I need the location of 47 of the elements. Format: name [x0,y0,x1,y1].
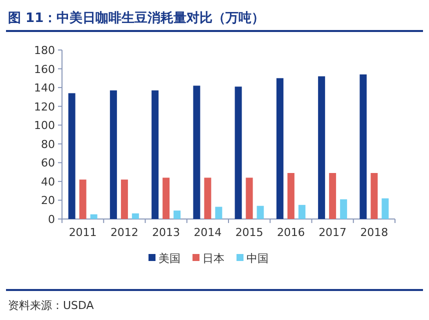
bar [132,213,139,219]
bar [204,178,212,219]
y-tick-label: 120 [34,100,55,114]
y-tick-label: 100 [34,119,55,132]
x-tick-label: 2017 [318,226,347,239]
bar [276,78,284,219]
y-tick-label: 140 [34,82,55,95]
bar [382,198,389,219]
bar [340,199,348,219]
bar [215,206,222,219]
x-tick-label: 2011 [68,226,97,239]
bar [68,93,76,219]
chart-title: 图 11：中美日咖啡生豆消耗量对比（万吨） [8,10,265,26]
y-tick-label: 40 [41,175,55,188]
bar [79,180,86,219]
bar [329,172,336,219]
bar [287,172,294,219]
legend-label: 中国 [246,252,268,265]
bar [234,86,242,219]
y-tick-label: 180 [34,44,55,57]
x-tick-label: 2018 [360,226,388,239]
bar [370,172,378,219]
bar [256,206,264,219]
x-tick-label: 2013 [152,226,180,239]
legend-label: 日本 [202,252,224,265]
y-tick-label: 80 [41,138,55,151]
x-tick-label: 2012 [110,226,138,239]
bar [90,214,98,219]
bar [174,210,181,219]
bar [162,178,170,219]
bar [193,86,200,219]
x-tick-label: 2014 [194,226,222,239]
bar [298,204,306,219]
bar [152,90,159,219]
x-tick-label: 2016 [276,226,305,239]
y-tick-label: 20 [41,194,55,208]
bar [246,178,253,219]
bar [120,180,128,219]
bar [360,74,367,219]
y-tick-label: 160 [34,62,55,76]
legend-label: 美国 [158,252,180,265]
bar [318,76,326,219]
text: 资料来源：USDA [8,299,94,312]
bar [110,90,117,219]
y-tick-label: 0 [48,213,55,226]
y-tick-label: 60 [41,156,55,170]
x-tick-label: 2015 [235,226,264,239]
